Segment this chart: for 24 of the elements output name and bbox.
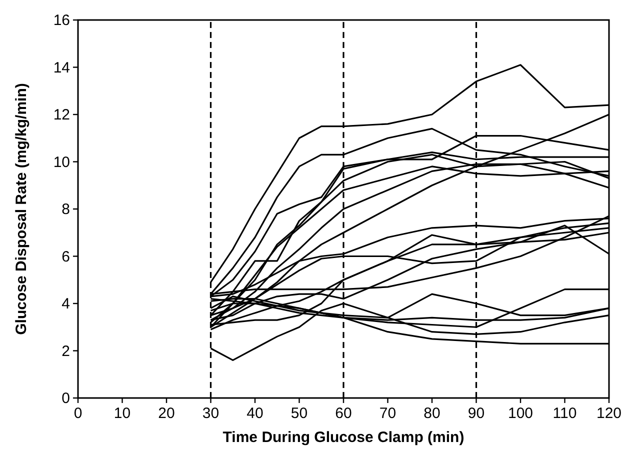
x-tick-label: 110: [552, 405, 577, 422]
x-tick-label: 80: [424, 405, 440, 422]
y-tick-label: 10: [53, 154, 70, 171]
x-tick-label: 10: [114, 405, 131, 422]
x-tick-label: 20: [158, 405, 175, 422]
x-tick-label: 40: [246, 405, 264, 422]
x-tick-label: 70: [379, 405, 396, 422]
x-tick-label: 100: [508, 405, 534, 422]
y-tick-label: 2: [62, 342, 70, 360]
y-tick-label: 8: [62, 201, 70, 218]
y-tick-label: 16: [53, 12, 70, 29]
x-tick-label: 50: [290, 405, 308, 422]
y-tick-label: 0: [62, 390, 70, 407]
y-tick-label: 6: [62, 248, 70, 266]
x-tick-label: 0: [74, 405, 82, 422]
x-axis-title: Time During Glucose Clamp (min): [222, 429, 464, 446]
y-tick-label: 4: [62, 296, 70, 312]
y-tick-label: 14: [53, 59, 70, 76]
x-tick-label: 120: [596, 405, 622, 422]
y-axis-title: Glucose Disposal Rate (mg/kg/min): [13, 83, 30, 335]
x-tick-label: 60: [335, 405, 352, 422]
x-tick-label: 30: [202, 405, 220, 422]
y-tick-label: 12: [53, 106, 70, 124]
x-tick-label: 90: [468, 405, 485, 422]
